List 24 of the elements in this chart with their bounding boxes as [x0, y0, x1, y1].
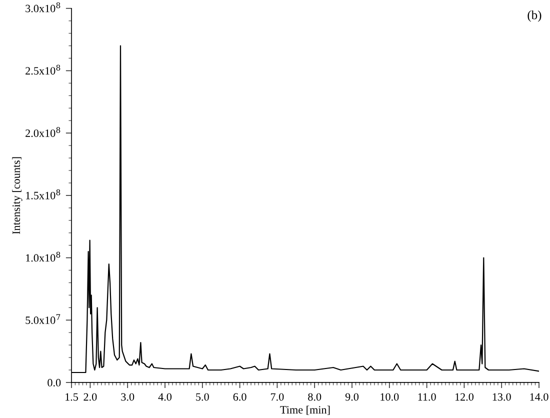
- x-axis-title: Time [min]: [280, 406, 330, 415]
- y-tick-label: 5.0x10$^{7}$: [26, 314, 60, 324]
- x-tick-label: 14.0: [530, 393, 548, 401]
- x-tick-label: 7.0: [270, 393, 284, 401]
- y-tick-label: 2.0x10$^{8}$: [26, 127, 60, 138]
- y-tick-label: 1.0x10$^{8}$: [26, 252, 60, 262]
- x-tick-label: 3.0: [121, 393, 134, 401]
- annotation: (b): [528, 10, 542, 22]
- y-tick-label: 0.0: [48, 378, 61, 386]
- x-tick-label: 13.0: [492, 393, 511, 401]
- x-tick-label: 6.0: [233, 393, 246, 401]
- y-axis-title: Intensity [counts]: [12, 157, 22, 234]
- x-tick-label: 10.0: [380, 393, 399, 401]
- x-tick-label: 11.0: [418, 393, 436, 401]
- y-tick-label: 2.5x10$^{8}$: [26, 64, 60, 75]
- x-tick-label: 12.0: [455, 393, 474, 401]
- y-tick-label: 1.5x10$^{8}$: [26, 189, 60, 200]
- x-tick-label: 1.5: [66, 393, 78, 401]
- x-tick-label: 4.0: [158, 393, 172, 401]
- x-tick-label: 5.0: [196, 393, 209, 401]
- x-tick-label: 2.0: [84, 393, 97, 401]
- x-tick-label: 9.0: [345, 393, 359, 401]
- x-tick-label: 8.0: [308, 393, 322, 401]
- y-tick-label: 3.0x10$^{8}$: [26, 2, 60, 12]
